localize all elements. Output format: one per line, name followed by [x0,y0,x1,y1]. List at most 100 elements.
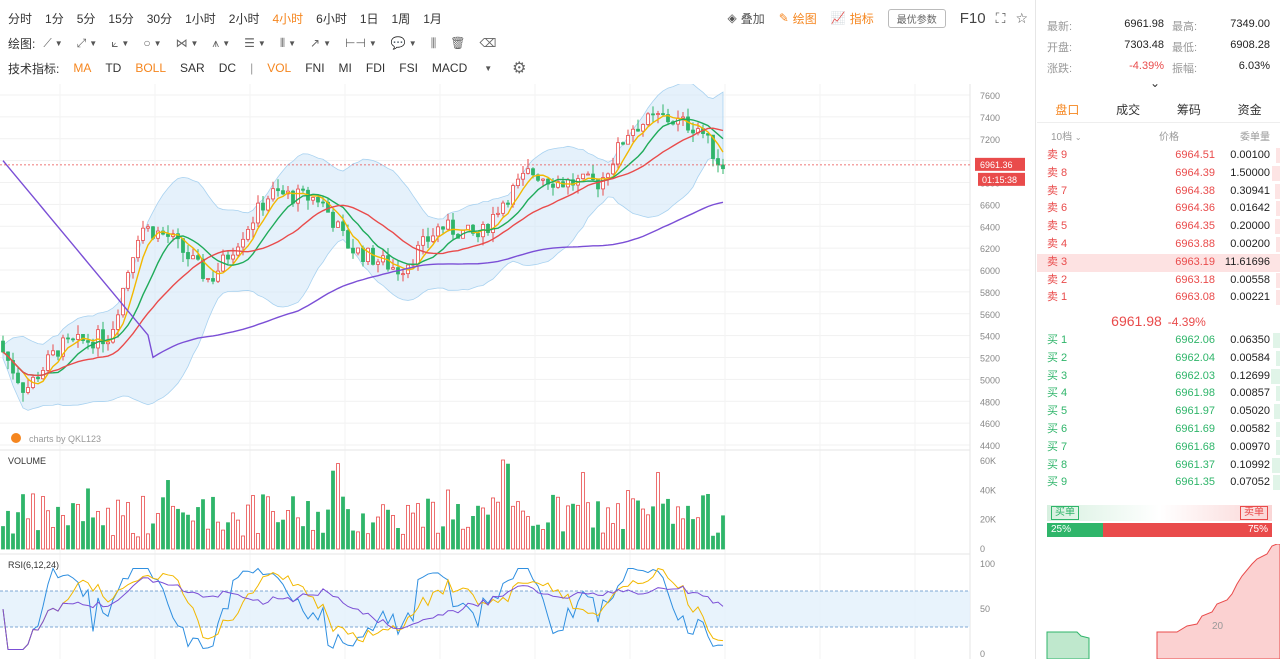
period-1[interactable]: 1分 [45,11,64,26]
orderbook-row[interactable]: 卖 9 6964.51 0.00100 [1037,147,1280,165]
volume-bar [1275,201,1280,217]
countdown-text: 01:15:38 [982,175,1017,185]
note-tool[interactable]: 💬 ▼ [391,36,417,50]
chart-area[interactable]: 7600740072007000680066006400620060005800… [0,84,1036,659]
eraser-icon: ⌫ [479,36,497,50]
collapse-chevron-icon[interactable]: ⌄ [1150,76,1161,90]
candle-body [361,247,365,262]
volume-bar [396,528,400,550]
orderbook-row[interactable]: 买 2 6962.04 0.00584 [1037,350,1280,368]
best-params-button[interactable]: 最优参数 [887,8,946,28]
latest-label: 最新: [1047,21,1073,33]
price-header: 价格 [1159,132,1179,143]
overlay-button[interactable]: ◈ 叠加 [727,10,764,27]
candle-tool[interactable]: ⫼ [431,36,437,51]
volume-bar [326,509,330,550]
candle-body [426,236,430,242]
volume-bar [316,511,320,550]
indicator-boll[interactable]: BOLL [135,61,167,75]
period-10[interactable]: 1周 [391,11,411,26]
eraser-tool[interactable]: ⌫ [479,36,496,50]
indicator-td[interactable]: TD [105,61,122,75]
candle-body [516,178,520,187]
tab-1[interactable]: 成交 [1116,103,1141,117]
delete-tool[interactable]: 🗑 [450,36,465,50]
chevron-down-icon: ▼ [323,38,331,48]
fib-tool[interactable]: ☰ ▼ [244,36,266,50]
shape-tool[interactable]: ○ ▼ [143,36,161,50]
line-tool[interactable]: ⟋ ▼ [43,36,62,51]
indicator-button[interactable]: 📈 指标 [831,10,874,27]
period-8[interactable]: 6小时 [316,11,347,26]
orderbook-side: 买 2 [1047,351,1068,364]
orderbook-row[interactable]: 买 3 6962.03 0.12699 [1037,368,1280,386]
indicator-fdi[interactable]: FDI [365,61,386,75]
period-5[interactable]: 1小时 [185,11,216,26]
period-3[interactable]: 15分 [108,11,134,26]
tab-0[interactable]: 盘口 [1055,103,1080,117]
channel-tool[interactable]: ⟀ ▼ [111,36,129,51]
period-6[interactable]: 2小时 [228,11,260,26]
volume-bar [686,505,690,550]
sell-gradient [1160,505,1272,521]
indicator-vol[interactable]: VOL [267,61,292,75]
period-11[interactable]: 1月 [423,11,442,26]
volume-bar [406,504,410,550]
ray-tool[interactable]: ⤢ ▼ [77,36,98,51]
period-4[interactable]: 30分 [146,11,173,26]
period-2[interactable]: 5分 [76,11,96,26]
wave-tool[interactable]: ⋈ ▼ [176,36,199,50]
orderbook-row[interactable]: 买 5 6961.97 0.05020 [1037,403,1280,421]
volume-bar [166,480,170,550]
fullscreen-icon[interactable]: ⛶ [995,9,1006,26]
draw-button[interactable]: ✎ 绘图 [779,10,817,27]
indicator-ma[interactable]: MA [73,61,92,75]
indicator-fni[interactable]: FNI [305,61,325,75]
volume-bar [1275,183,1280,199]
tab-2[interactable]: 筹码 [1176,103,1201,117]
period-7[interactable]: 4小时 [272,11,304,26]
indicator-sar[interactable]: SAR [180,61,205,75]
orderbook-row[interactable]: 买 4 6961.98 0.00857 [1037,385,1280,403]
star-icon[interactable]: ☆ [1015,9,1028,26]
volume-bar [366,533,370,550]
orderbook-row[interactable]: 卖 7 6964.38 0.30941 [1037,183,1280,201]
kline-chart[interactable]: 7600740072007000680066006400620060005800… [0,84,1036,659]
settings-icon[interactable]: ⚙ [512,60,527,77]
orderbook-row[interactable]: 卖 3 6963.19 11.61696 [1037,253,1280,272]
orderbook-row[interactable]: 卖 5 6964.35 0.20000 [1037,218,1280,236]
orderbook-row[interactable]: 卖 4 6963.88 0.00200 [1037,236,1280,254]
gann-tool[interactable]: ⦀ ▼ [280,36,296,51]
indicator-dc[interactable]: DC [218,61,237,75]
orderbook-row[interactable]: 买 6 6961.69 0.00582 [1037,421,1280,439]
f10-button[interactable]: F10 [959,9,986,27]
orderbook-row[interactable]: 卖 6 6964.36 0.01642 [1037,200,1280,218]
orderbook-row[interactable]: 卖 1 6963.08 0.00221 [1037,289,1280,307]
candle-body [386,255,390,270]
orderbook-row[interactable]: 买 1 6962.06 0.06350 [1037,332,1280,350]
measure-tool[interactable]: ⊢⊣ ▼ [345,36,377,50]
pattern-tool[interactable]: ⩚ ▼ [212,36,230,51]
tab-3[interactable]: 资金 [1237,103,1262,117]
period-0[interactable]: 分时 [8,11,33,26]
more-indicators-dropdown[interactable]: ▼ [481,64,492,73]
period-9[interactable]: 1日 [359,11,379,26]
orderbook-row[interactable]: 买 8 6961.37 0.10992 [1037,457,1280,475]
volume-bar [611,523,615,550]
orderbook-row[interactable]: 卖 8 6964.39 1.50000 [1037,165,1280,183]
candle-body [641,124,645,132]
orderbook-row[interactable]: 买 7 6961.68 0.00970 [1037,439,1280,457]
candle-body [76,334,80,340]
indicator-mi[interactable]: MI [338,61,352,75]
indicator-fsi[interactable]: FSI [399,61,418,75]
orderbook-price: 6962.06 [1175,334,1215,346]
indicator-macd[interactable]: MACD [431,61,468,75]
orderbook-row[interactable]: 买 9 6961.35 0.07052 [1037,474,1280,492]
depth-select[interactable]: 10档 ⌄ [1051,128,1082,143]
volume-bar [116,499,120,550]
orderbook-price: 6961.37 [1175,458,1215,471]
volume-header: 委单量 [1240,132,1270,143]
draw-label: 绘图 [792,11,817,26]
arrow-tool[interactable]: ↗ ▼ [310,36,331,50]
orderbook-row[interactable]: 卖 2 6963.18 0.00558 [1037,272,1280,290]
